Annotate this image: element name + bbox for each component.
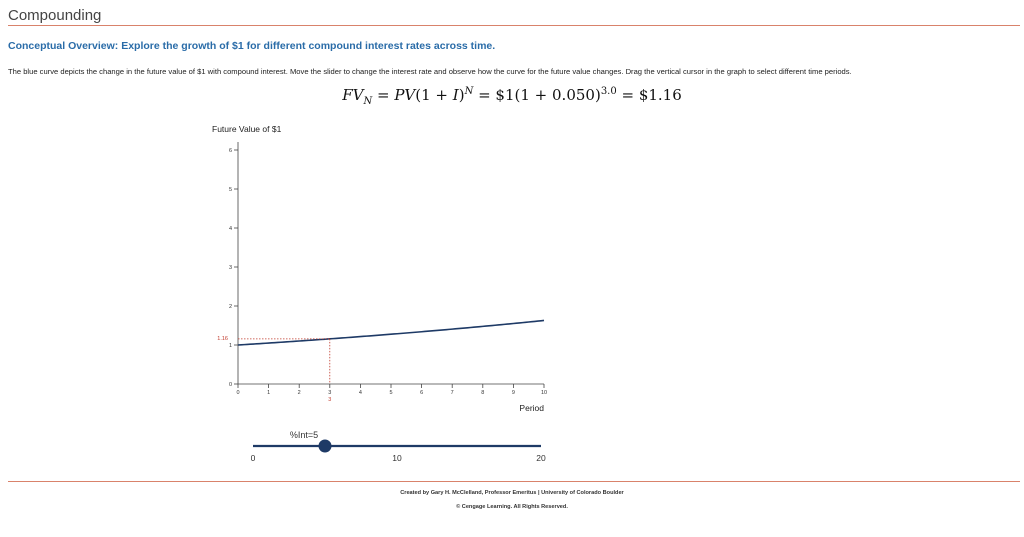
y-tick-label: 4 [229, 226, 232, 232]
y-tick-label: 6 [229, 148, 232, 154]
formula-substitution: = $1(1 + 0.050) [473, 86, 601, 104]
footer-copyright: © Cengage Learning. All Rights Reserved. [456, 504, 568, 510]
formula-equals-1: = [372, 86, 395, 104]
y-tick-label: 1 [229, 343, 232, 349]
slider-tick-label: 10 [392, 453, 402, 463]
x-tick-label: 3 [328, 390, 331, 396]
slider-ticks: 0 10 20 [251, 453, 546, 463]
interest-slider[interactable]: %Int=5 0 10 20 [251, 430, 546, 463]
x-ticks: 0 1 2 3 4 5 6 7 8 9 10 [236, 384, 547, 396]
y-axis-label: Future Value of $1 [212, 124, 282, 134]
formula-pv: PV [394, 86, 416, 104]
x-tick-label: 6 [420, 390, 423, 396]
slider-label: %Int=5 [290, 430, 318, 440]
slider-thumb[interactable] [318, 439, 332, 453]
x-tick-label: 7 [451, 390, 454, 396]
formula-exponent: 3.0 [600, 86, 617, 97]
page-subtitle: Conceptual Overview: Explore the growth … [8, 40, 496, 52]
x-tick-label: 0 [236, 390, 239, 396]
x-tick-label: 9 [512, 390, 515, 396]
footer-credit: Created by Gary H. McClelland, Professor… [400, 490, 624, 496]
x-tick-label: 1 [267, 390, 270, 396]
x-tick-label: 4 [359, 390, 362, 396]
footer-rule [8, 481, 1020, 482]
y-tick-label: 5 [229, 187, 232, 193]
y-tick-label: 3 [229, 265, 232, 271]
formula-fv-subscript: N [363, 96, 373, 107]
formula: FVN = PV(1 + I)N = $1(1 + 0.050)3.0 = $1… [0, 86, 1024, 107]
slider-tick-label: 20 [536, 453, 546, 463]
app-title: Compounding [8, 7, 102, 24]
formula-open: (1 + [415, 86, 453, 104]
formula-result: = $1.16 [616, 86, 682, 104]
x-axis-label: Period [519, 403, 544, 413]
future-value-chart[interactable]: Future Value of $1 Period 0 1 2 3 4 5 6 0 1 2 3 4 5… [0, 0, 1024, 480]
formula-fv: FV [342, 86, 364, 104]
title-rule [8, 25, 1020, 26]
slider-tick-label: 0 [251, 453, 256, 463]
cursor-value-label: 1.16 [217, 336, 228, 342]
y-tick-label: 0 [229, 382, 232, 388]
formula-n-superscript: N [464, 86, 474, 97]
cursor-period-label: 3 [328, 397, 331, 403]
x-tick-label: 10 [541, 390, 547, 396]
formula-i: I [452, 86, 459, 104]
y-tick-label: 2 [229, 304, 232, 310]
future-value-curve [237, 319, 545, 346]
instructions: The blue curve depicts the change in the… [8, 67, 852, 76]
formula-close: ) [458, 86, 465, 104]
x-tick-label: 5 [389, 390, 392, 396]
y-ticks: 0 1 2 3 4 5 6 [229, 148, 238, 388]
x-tick-label: 8 [481, 390, 484, 396]
x-tick-label: 2 [298, 390, 301, 396]
